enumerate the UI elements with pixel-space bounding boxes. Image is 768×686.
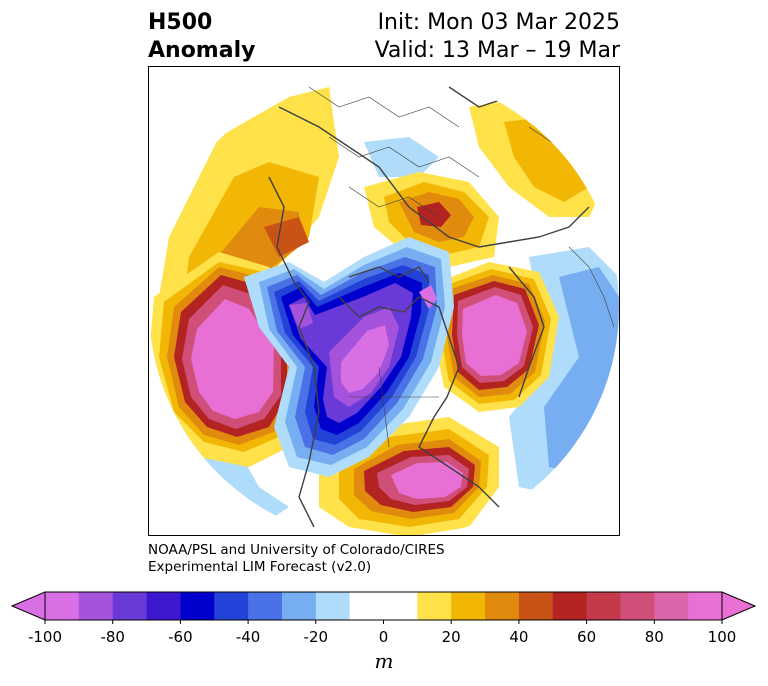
border-line	[378, 366, 390, 448]
anomaly-map-svg	[149, 76, 619, 535]
credit-text: NOAA/PSL and University of Colorado/CIRE…	[148, 542, 445, 576]
colorbar-segment	[112, 592, 148, 620]
colorbar-segment	[654, 592, 689, 620]
colorbar-unit: m	[375, 649, 394, 673]
border-line	[328, 136, 480, 178]
colorbar-segment	[349, 592, 418, 620]
forecast-dates: Init: Mon 03 Mar 2025 Valid: 13 Mar – 19…	[375, 9, 620, 65]
anomaly-contour	[264, 217, 309, 257]
colorbar-under-arrow	[10, 591, 46, 621]
colorbar-tick-label: 40	[509, 628, 528, 646]
border-line	[348, 186, 440, 218]
init-date: Init: Mon 03 Mar 2025	[377, 10, 620, 35]
valid-range: Valid: 13 Mar – 19 Mar	[374, 38, 620, 63]
colorbar-segment	[45, 592, 80, 620]
colorbar-tick-label: 100	[708, 628, 737, 646]
colorbar-tick-label: 80	[645, 628, 664, 646]
anomaly-contour	[341, 325, 389, 393]
coastline	[508, 266, 545, 398]
coastline	[278, 106, 590, 248]
colorbar-segment	[417, 592, 452, 620]
anomaly-contour	[462, 295, 527, 376]
colorbar-over-arrow	[721, 591, 757, 621]
coastline	[448, 76, 530, 108]
colorbar-segment	[315, 592, 351, 620]
colorbar: -100 -80 -60 -40 -20 0 20 40 60 80 100 m	[10, 591, 757, 673]
colorbar-segment	[78, 592, 114, 620]
colorbar-tick-label: -40	[236, 628, 261, 646]
colorbar-segment	[552, 592, 588, 620]
coastline	[348, 266, 430, 283]
anomaly-contour	[364, 137, 439, 177]
colorbar-tick-label: 60	[577, 628, 596, 646]
colorbar-tick-label: -60	[168, 628, 193, 646]
colorbar-segment	[620, 592, 655, 620]
anomaly-contour	[391, 462, 463, 499]
title-line-1: H500	[148, 10, 213, 35]
colorbar-tick-label: -80	[100, 628, 125, 646]
anomaly-fields	[149, 76, 619, 535]
colorbar-segment	[518, 592, 554, 620]
anomaly-contour	[191, 299, 274, 419]
figure-title: H500 Anomaly	[148, 9, 255, 65]
colorbar-segment	[214, 592, 249, 620]
colorbar-ticks: -100 -80 -60 -40 -20 0 20 40 60 80 100	[28, 620, 736, 646]
anomaly-map	[148, 66, 620, 536]
colorbar-segment	[451, 592, 486, 620]
colorbar-segment	[248, 592, 283, 620]
colorbar-segment	[688, 592, 723, 620]
credit-line-1: NOAA/PSL and University of Colorado/CIRE…	[148, 542, 445, 558]
anomaly-contour	[289, 303, 313, 329]
colorbar-tick-label: 0	[379, 628, 389, 646]
title-line-2: Anomaly	[148, 38, 256, 63]
border-line	[568, 246, 615, 328]
coastline	[268, 176, 320, 528]
colorbar-tick-label: -20	[304, 628, 329, 646]
colorbar-segment	[180, 592, 215, 620]
coastline	[338, 296, 500, 508]
colorbar-segment	[281, 592, 317, 620]
colorbar-segment	[586, 592, 621, 620]
anomaly-contour	[504, 117, 589, 202]
colorbar-segments	[44, 591, 723, 621]
colorbar-tick-label: 20	[442, 628, 461, 646]
colorbar-tick-label: -100	[28, 628, 62, 646]
credit-line-2: Experimental LIM Forecast (v2.0)	[148, 559, 372, 575]
colorbar-segment	[146, 592, 181, 620]
border-line	[308, 86, 460, 128]
colorbar-segment	[485, 592, 520, 620]
